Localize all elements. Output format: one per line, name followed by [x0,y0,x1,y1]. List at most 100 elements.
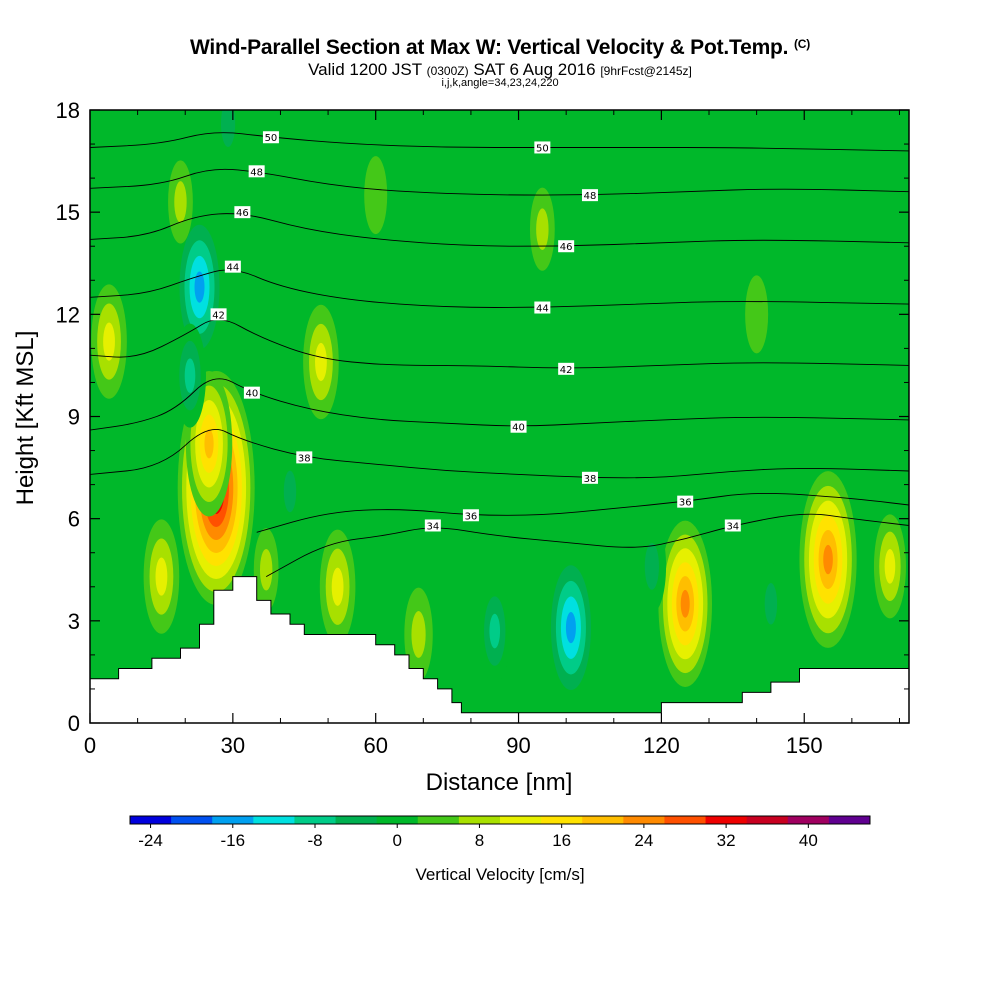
colorbar-title: Vertical Velocity [cm/s] [415,865,584,884]
velocity-cell [745,275,769,354]
x-tick-label: 120 [643,733,680,758]
y-tick-label: 12 [56,302,80,327]
colorbar-swatch [746,816,789,824]
isentrope-label: 50 [262,131,279,144]
colorbar-tick-label: 24 [634,831,653,850]
colorbar-swatch [664,816,707,824]
isentrope-label: 38 [296,451,313,464]
isentrope-label-text: 38 [584,474,597,485]
isentrope-label-text: 48 [584,191,597,202]
chart-title: Wind-Parallel Section at Max W: Vertical… [0,36,1000,60]
isentrope-label: 48 [248,165,265,178]
y-tick-label: 18 [56,98,80,123]
isentrope-label: 50 [534,141,551,154]
isentrope-label-text: 44 [226,263,239,274]
isentrope-48 [90,168,909,196]
isentrope-label-text: 34 [726,521,739,532]
forecast-info: [9hrFcst@2145z] [600,64,692,78]
isentrope-label-text: 36 [465,511,478,522]
velocity-cell [449,520,473,599]
colorbar-tick-label: 32 [717,831,736,850]
velocity-cell [173,323,206,428]
isentrope-label: 46 [234,206,251,219]
velocity-band [184,358,196,393]
y-axis-title: Height [Kft MSL] [12,331,39,506]
colorbar-tick-label: 0 [392,831,401,850]
velocity-cell [658,520,713,688]
colorbar-swatch [458,816,501,824]
isentrope-44 [90,269,909,308]
velocity-band [411,611,426,658]
velocity-cell [637,519,667,614]
x-tick-label: 0 [84,733,96,758]
velocity-cell [529,187,555,271]
x-tick-label: 30 [221,733,245,758]
isentrope-label: 34 [424,519,441,532]
isentrope-label: 40 [510,420,527,434]
colorbar-tick-label: 8 [475,831,484,850]
velocity-cell [213,110,243,171]
velocity-cell [602,564,626,643]
terrain-mask [89,576,910,724]
isentrope-label: 42 [558,362,575,376]
isentrope-label-text: 48 [250,167,263,178]
isentrope-46 [90,213,909,247]
isentrope-label-text: 42 [560,365,573,376]
valid-date: SAT 6 Aug 2016 [473,60,596,79]
y-tick-label: 6 [68,507,80,532]
velocity-band [283,470,297,513]
isentrope-label: 42 [210,308,227,321]
isentrope-34 [265,513,909,577]
colorbar-swatch [582,816,624,824]
colorbar-swatch [376,816,419,824]
velocity-cell [168,160,193,244]
velocity-band [194,271,205,303]
isentrope-36 [256,492,909,533]
valid-prefix: Valid 1200 JST [308,60,422,79]
isentrope-label-text: 36 [679,498,692,509]
colorbar-tick-label: -8 [307,831,322,850]
colorbar-swatch [500,816,542,824]
isentrope-contours: 34 34 36 36 38 38 40 40 42 42 44 44 46 46 48 48 50 50 [90,131,909,577]
velocity-band [745,275,769,354]
velocity-band [884,549,896,584]
copyright-mark: (C) [793,37,811,51]
colorbar-tick-label: 16 [552,831,571,850]
velocity-cell [478,579,511,684]
velocity-band [680,589,690,618]
velocity-band [536,208,549,250]
isentrope-label: 48 [581,189,598,202]
velocity-cell [873,514,906,619]
velocity-cell [545,549,596,706]
velocity-band [489,613,501,649]
isentrope-42 [90,319,909,369]
chart-title-text: Wind-Parallel Section at Max W: Vertical… [189,36,789,59]
isentrope-label-text: 50 [265,133,278,144]
chart-subtitle: Valid 1200 JST (0300Z) SAT 6 Aug 2016 [9… [0,60,1000,80]
y-tick-label: 15 [56,200,80,225]
isentrope-label: 44 [534,301,551,315]
colorbar-swatch [787,816,830,824]
velocity-cell [364,156,388,235]
isentrope-label-text: 44 [536,304,549,315]
colorbar-swatch [171,816,213,824]
isentrope-label: 36 [677,495,694,509]
velocity-cell [319,529,356,644]
isentrope-label-text: 46 [236,208,249,219]
colorbar-frame [129,815,871,825]
velocity-band [315,342,327,382]
x-tick-label: 60 [363,733,387,758]
velocity-band [155,557,168,596]
velocity-band [823,544,833,575]
velocity-cell [277,449,303,534]
isentrope-label: 38 [581,471,598,485]
colorbar-swatch [294,816,337,824]
isentrope-label-text: 34 [426,521,439,532]
isentrope-label: 34 [724,519,741,532]
x-tick-label: 150 [786,733,823,758]
velocity-cell [404,587,433,682]
colorbar-tick-label: -24 [138,831,163,850]
isentrope-label: 44 [224,260,241,274]
velocity-band [364,156,388,235]
